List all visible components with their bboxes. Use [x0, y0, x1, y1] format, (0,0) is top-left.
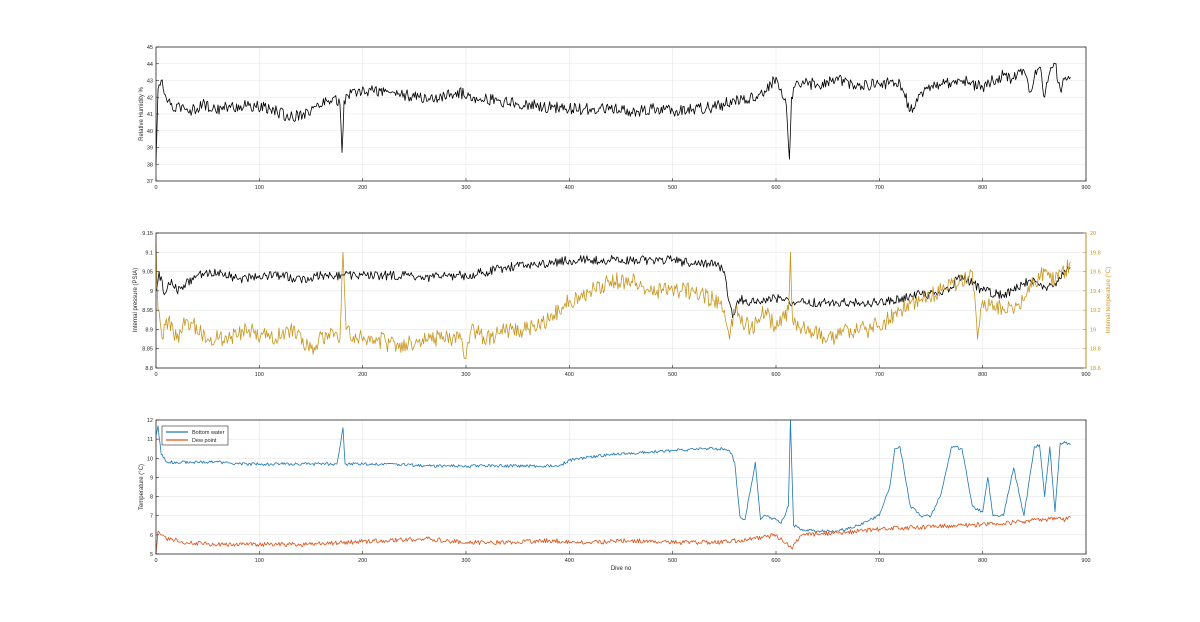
temperature-ytick-label: 10 — [147, 456, 153, 462]
humidity-xtick-label: 700 — [875, 185, 884, 191]
temperature-panel: 0 100 200 300 400 500 600 700 800 90056789101112 … — [139, 418, 1091, 572]
pressure-ytick-right-label: 20 — [1090, 231, 1096, 237]
temperature-xtick-label: 900 — [1081, 558, 1090, 564]
pressure-ytick-label: 9 — [150, 289, 153, 295]
pressure-ytick-right-label: 19.4 — [1090, 289, 1101, 295]
pressure-ytick-right-label: 19 — [1090, 327, 1096, 333]
humidity-panel: 0 100 200 300 400 500 600 700 800 900 37 38 39 40 41 42… — [139, 45, 1091, 191]
humidity-series — [155, 62, 1071, 165]
legend-label-bottom-water: Bottom water — [192, 430, 225, 436]
humidity-xtick-label: 0 — [154, 185, 157, 191]
pressure-xtick-label: 200 — [358, 372, 367, 378]
pressure-xtick-label: 100 — [255, 372, 264, 378]
humidity-ytick-label: 43 — [147, 79, 153, 85]
pressure-ytick-right-label: 18.8 — [1090, 347, 1101, 353]
pressure-ytick-label: 9.05 — [142, 270, 153, 276]
pressure-ytick-label: 9.15 — [142, 231, 153, 237]
humidity-ytick-label: 38 — [147, 162, 153, 168]
humidity-series-0-line — [155, 62, 1071, 165]
pressure-xtick-label: 900 — [1081, 372, 1090, 378]
temperature-xtick-label: 800 — [978, 558, 987, 564]
humidity-ytick-label: 39 — [147, 146, 153, 152]
humidity-xtick-label: 600 — [771, 185, 780, 191]
temperature-ticks: 0 100 200 300 400 500 600 700 800 900 5 6 7 8 9 10 11 12 — [147, 418, 1091, 564]
temperature-xtick-label: 700 — [875, 558, 884, 564]
temperature-series-1-line — [155, 515, 1071, 555]
humidity-xtick-label: 900 — [1081, 185, 1090, 191]
temperature-plot-area — [156, 420, 1086, 554]
temperature-xtick-label: 300 — [461, 558, 470, 564]
temperature-series — [155, 419, 1071, 555]
pressure-ytick-label: 8.95 — [142, 308, 153, 314]
pressure-ytick-right-label: 19.2 — [1090, 308, 1101, 314]
humidity-xtick-label: 500 — [668, 185, 677, 191]
internal-temperature-ylabel: Internal temperature (°C) — [1106, 267, 1112, 333]
temperature-ytick-label: 8 — [150, 495, 153, 501]
humidity-xtick-label: 400 — [565, 185, 574, 191]
pressure-xtick-label: 600 — [771, 372, 780, 378]
temperature-ytick-label: 9 — [150, 475, 153, 481]
pressure-panel: 0 100 200 300 400 500 600 700 800 900 8.8 8.85 8.9 8.… — [133, 231, 1112, 378]
humidity-xtick-label: 300 — [461, 185, 470, 191]
pressure-xtick-label: 400 — [565, 372, 574, 378]
temperature-series-0-line — [155, 419, 1071, 533]
temperature-ytick-label: 7 — [150, 514, 153, 520]
pressure-ytick-label: 8.85 — [142, 347, 153, 353]
temperature-xtick-label: 400 — [565, 558, 574, 564]
temperature-ytick-label: 11 — [147, 437, 153, 443]
humidity-ytick-label: 44 — [147, 62, 153, 68]
legend-label-dew-point: Dew point — [192, 438, 217, 444]
temperature-xtick-label: 200 — [358, 558, 367, 564]
temperature-xtick-label: 600 — [771, 558, 780, 564]
temperature-ytick-label: 5 — [150, 552, 153, 558]
pressure-xtick-label: 300 — [461, 372, 470, 378]
pressure-ytick-right-label: 18.6 — [1090, 366, 1101, 372]
temperature-xtick-label: 100 — [255, 558, 264, 564]
humidity-ylabel: Relative Humidity % — [139, 86, 145, 140]
pressure-series-1-line — [155, 242, 1071, 360]
temperature-legend: Bottom water Dew point — [161, 425, 229, 446]
pressure-ylabel: Internal pressure (PSIA) — [133, 268, 139, 332]
humidity-xtick-label: 100 — [255, 185, 264, 191]
pressure-xtick-label: 800 — [978, 372, 987, 378]
temperature-xtick-label: 500 — [668, 558, 677, 564]
temperature-xtick-label: 0 — [154, 558, 157, 564]
pressure-ytick-label: 8.9 — [145, 327, 153, 333]
humidity-ytick-label: 40 — [147, 129, 153, 135]
humidity-ticks: 0 100 200 300 400 500 600 700 800 900 37 38 39 40 41 42… — [147, 45, 1091, 191]
pressure-ticks: 0 100 200 300 400 500 600 700 800 900 8.8 8.85 8.9 8.… — [142, 231, 1100, 378]
temperature-ytick-label: 6 — [150, 533, 153, 539]
pressure-series-0-line — [155, 254, 1071, 319]
humidity-xtick-label: 800 — [978, 185, 987, 191]
pressure-plot-area — [156, 233, 1086, 368]
pressure-series — [155, 242, 1071, 360]
pressure-ytick-label: 9.1 — [145, 250, 153, 256]
temperature-ylabel: Temperature (°C) — [139, 464, 145, 510]
humidity-xtick-label: 200 — [358, 185, 367, 191]
humidity-ytick-label: 45 — [147, 45, 153, 51]
temperature-ytick-label: 12 — [147, 418, 153, 424]
pressure-xtick-label: 0 — [154, 372, 157, 378]
humidity-ytick-label: 42 — [147, 95, 153, 101]
humidity-ytick-label: 37 — [147, 179, 153, 185]
pressure-xtick-label: 700 — [875, 372, 884, 378]
humidity-ytick-label: 41 — [147, 112, 153, 118]
pressure-ytick-right-label: 19.6 — [1090, 270, 1101, 276]
temperature-axes-box — [155, 419, 1087, 555]
pressure-ytick-label: 8.8 — [145, 366, 153, 372]
pressure-ytick-right-label: 19.8 — [1090, 250, 1101, 256]
temperature-xlabel: Dive no — [611, 566, 632, 572]
pressure-xtick-label: 500 — [668, 372, 677, 378]
